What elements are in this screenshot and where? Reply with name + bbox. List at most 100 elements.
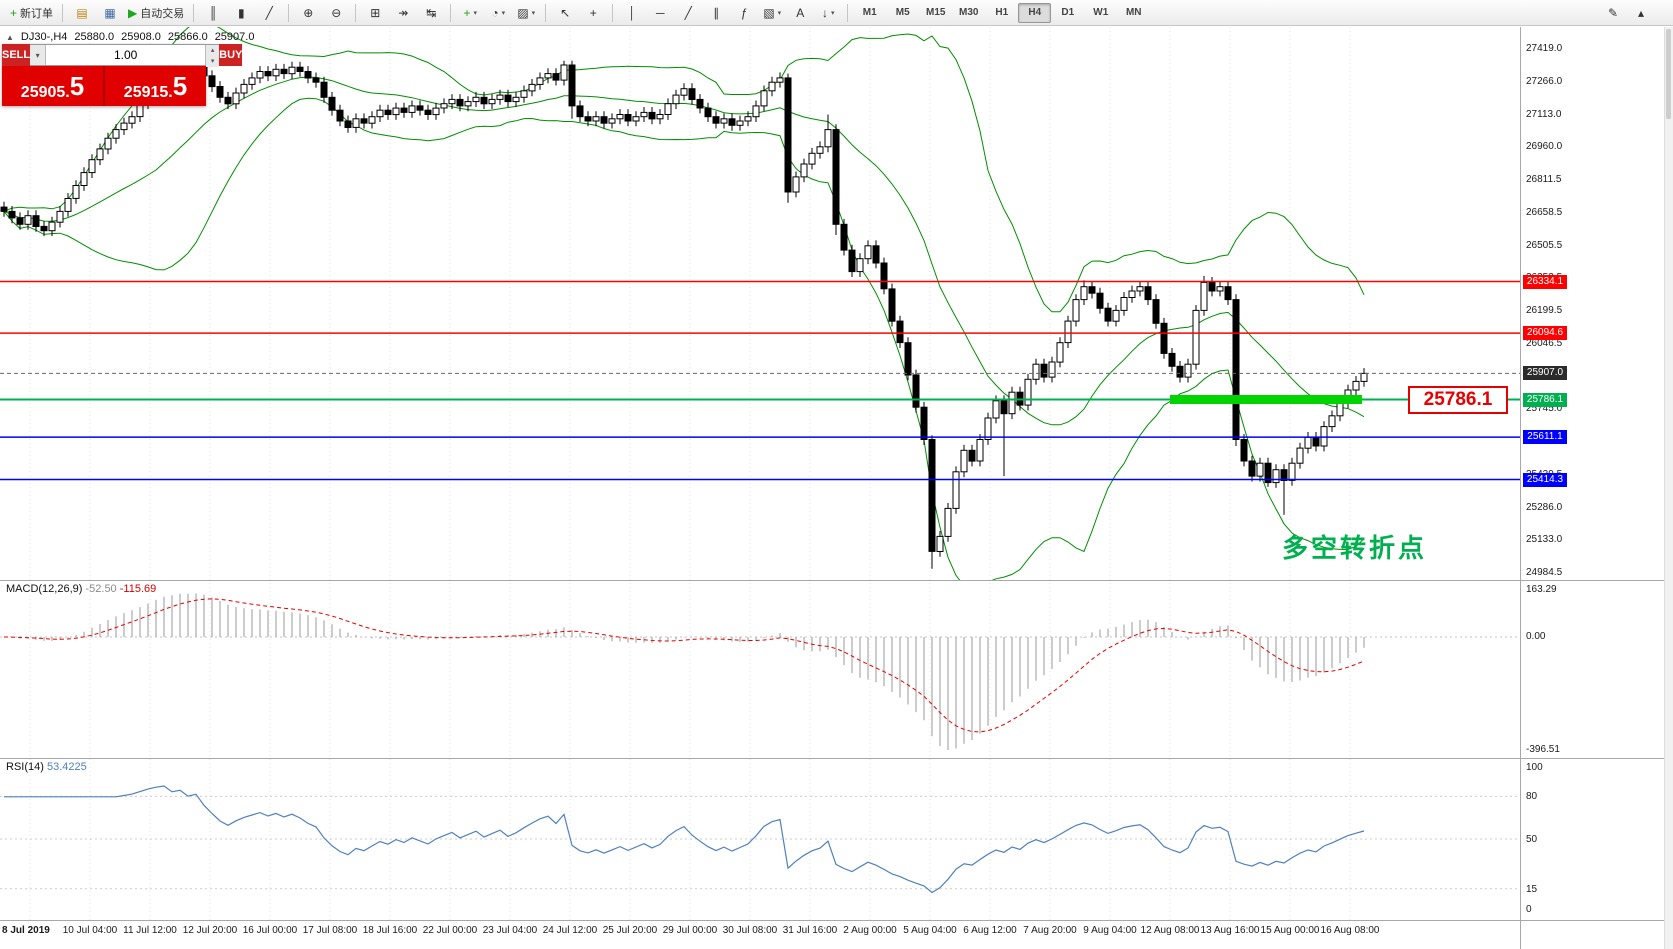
time-axis-label: 22 Jul 00:00 [422,925,478,936]
timeframe-m5-button[interactable]: M5 [895,7,910,18]
turning-point-annotation[interactable]: 多空转折点 [1282,533,1428,563]
auto-trading-icon: ▶ [128,5,138,20]
equidistant-channel-icon: ∥ [713,5,720,20]
line-chart-icon: ╱ [265,5,273,20]
edit-button[interactable]: ✎ [1599,2,1627,24]
buy-price-pips: 5 [172,71,188,101]
price-tag-25907.0: 25907.0 [1523,366,1567,381]
sell-price-main: 25905. [20,84,70,101]
text-icon: A [796,5,805,20]
candlestick-chart-icon: ▮ [237,5,245,20]
rsi-name: RSI(14) [6,761,44,773]
low-value: 25866.0 [167,31,208,43]
buy-price-main: 25915. [123,84,173,101]
timeframe-m30-button[interactable]: M30 [959,7,979,18]
auto-trading-button[interactable]: ▶ 自动交易 [124,2,188,24]
buy-button[interactable]: BUY [219,44,243,66]
new-order-button[interactable]: + 新订单 [6,2,57,24]
time-axis-label: 5 Aug 04:00 [903,925,957,936]
cursor-button[interactable]: ↖ [551,2,579,24]
price-axis-label: 25745.0 [1526,403,1563,415]
new-order-label: 新订单 [20,7,54,20]
price-axis-label: 25133.0 [1526,534,1563,546]
vertical-line-icon: │ [628,5,637,20]
time-axis-label: 30 Jul 08:00 [722,925,778,936]
timeframe-w1-button[interactable]: W1 [1093,7,1109,18]
main-toolbar: + 新订单 ▤ ▦ ▶ 自动交易 ║ ▮ ╱ ⊕ ⊖ ⊞ ↠ ↹ + ▾ ◔ ▾ ▨ ▾ ↖ + │ ─ ╱ ∥ ƒ ▧ ▾ A ↓ ▾ M1 M… [0,0,1673,26]
buy-price[interactable]: 25915.5 [105,66,206,106]
arrows-button[interactable]: ↓ ▾ [814,2,842,24]
sell-price[interactable]: 25905.5 [2,66,103,106]
data-window-button[interactable]: ▦ [96,2,124,24]
fibonacci-icon: ƒ [740,5,748,20]
scrollbar-thumb[interactable] [1666,29,1671,119]
crosshair-button[interactable]: + [579,2,607,24]
price-callout-box[interactable]: 25786.1 [1408,386,1508,414]
cursor-group: ↖ + [549,1,609,25]
shapes-button[interactable]: ▧ ▾ [758,2,786,24]
fibonacci-button[interactable]: ƒ [730,2,758,24]
macd-signal-value: -115.69 [119,583,157,595]
toolbar-separator [847,3,849,22]
trendline-button[interactable]: ╱ [674,2,702,24]
toolbar-separator [355,3,357,22]
indicators-button[interactable]: + ▾ [456,2,484,24]
bar-chart-button[interactable]: ║ [199,2,227,24]
timeframe-m15-button[interactable]: M15 [926,7,946,18]
templates-button[interactable]: ▨ ▾ [512,2,540,24]
timeframe-h1-button[interactable]: H1 [995,7,1009,18]
zoom-out-button[interactable]: ⊖ [322,2,350,24]
timeframe-group: M1 M5 M15 M30 H1 H4 D1 W1 MN [851,1,1152,25]
line-chart-button[interactable]: ╱ [255,2,283,24]
macd-scale-label: 0.00 [1526,631,1546,642]
timeframe-m1-button[interactable]: M1 [862,7,877,18]
auto-scroll-button[interactable]: ↠ [389,2,417,24]
arrows-caret-icon: ▾ [830,9,835,17]
time-axis-label: 9 Aug 04:00 [1083,925,1137,936]
price-tag-26334.1: 26334.1 [1523,274,1567,289]
volume-decrease-icon[interactable]: ▾ [206,56,220,67]
vertical-line-button[interactable]: │ [618,2,646,24]
tile-windows-button[interactable]: ⊞ [361,2,389,24]
trendline-icon: ╱ [684,5,692,20]
rsi-scale-label: 80 [1526,791,1538,802]
timeframe-mn-button[interactable]: MN [1125,7,1142,18]
time-axis-label: 25 Jul 20:00 [602,925,658,936]
indicators-caret-icon: ▾ [473,9,478,17]
equidistant-channel-button[interactable]: ∥ [702,2,730,24]
shapes-caret-icon: ▾ [777,9,782,17]
zoom-in-button[interactable]: ⊕ [294,2,322,24]
vertical-scrollbar[interactable] [1664,27,1673,949]
horizontal-line-button[interactable]: ─ [646,2,674,24]
sell-button[interactable]: SELL [2,44,31,66]
volume-increase-icon[interactable]: ▴ [206,45,220,56]
expand-button[interactable]: ▴ [1627,2,1655,24]
time-axis[interactable]: 8 Jul 2019 10 Jul 04:00 11 Jul 12:00 12 Jul… [0,921,1520,949]
chart-shift-button[interactable]: ↹ [417,2,445,24]
candlestick-chart-button[interactable]: ▮ [227,2,255,24]
time-axis-label: 8 Jul 2019 [2,925,50,936]
templates-icon: ▨ [517,5,529,20]
order-group: + 新订单 [4,1,59,25]
periods-button[interactable]: ◔ ▾ [484,2,512,24]
macd-scale-label: -396.51 [1526,744,1560,755]
text-button[interactable]: A [786,2,814,24]
toolbar-separator [193,3,195,22]
terminal-group: ▤ ▦ ▶ 自动交易 [66,1,190,25]
collapse-icon[interactable]: ▲ [6,32,14,42]
price-axis[interactable]: 27419.0 27266.0 27113.0 26960.0 26811.5 26658… [1521,0,1673,949]
price-axis-label: 26046.5 [1526,337,1563,349]
time-axis-label: 12 Jul 20:00 [182,925,238,936]
periods-caret-icon: ▾ [501,9,506,17]
time-axis-label: 18 Jul 16:00 [362,925,418,936]
timeframe-h4-button[interactable]: H4 [1018,2,1052,23]
time-axis-label: 24 Jul 12:00 [542,925,598,936]
profiles-icon: ▤ [76,5,88,20]
volume-input[interactable] [46,45,206,65]
window-group: ⊞ ↠ ↹ [359,1,447,25]
volume-dropdown-icon[interactable]: ▾ [30,45,47,65]
profiles-button[interactable]: ▤ [68,2,96,24]
timeframe-d1-button[interactable]: D1 [1061,7,1075,18]
price-tag-26094.6: 26094.6 [1523,326,1567,341]
